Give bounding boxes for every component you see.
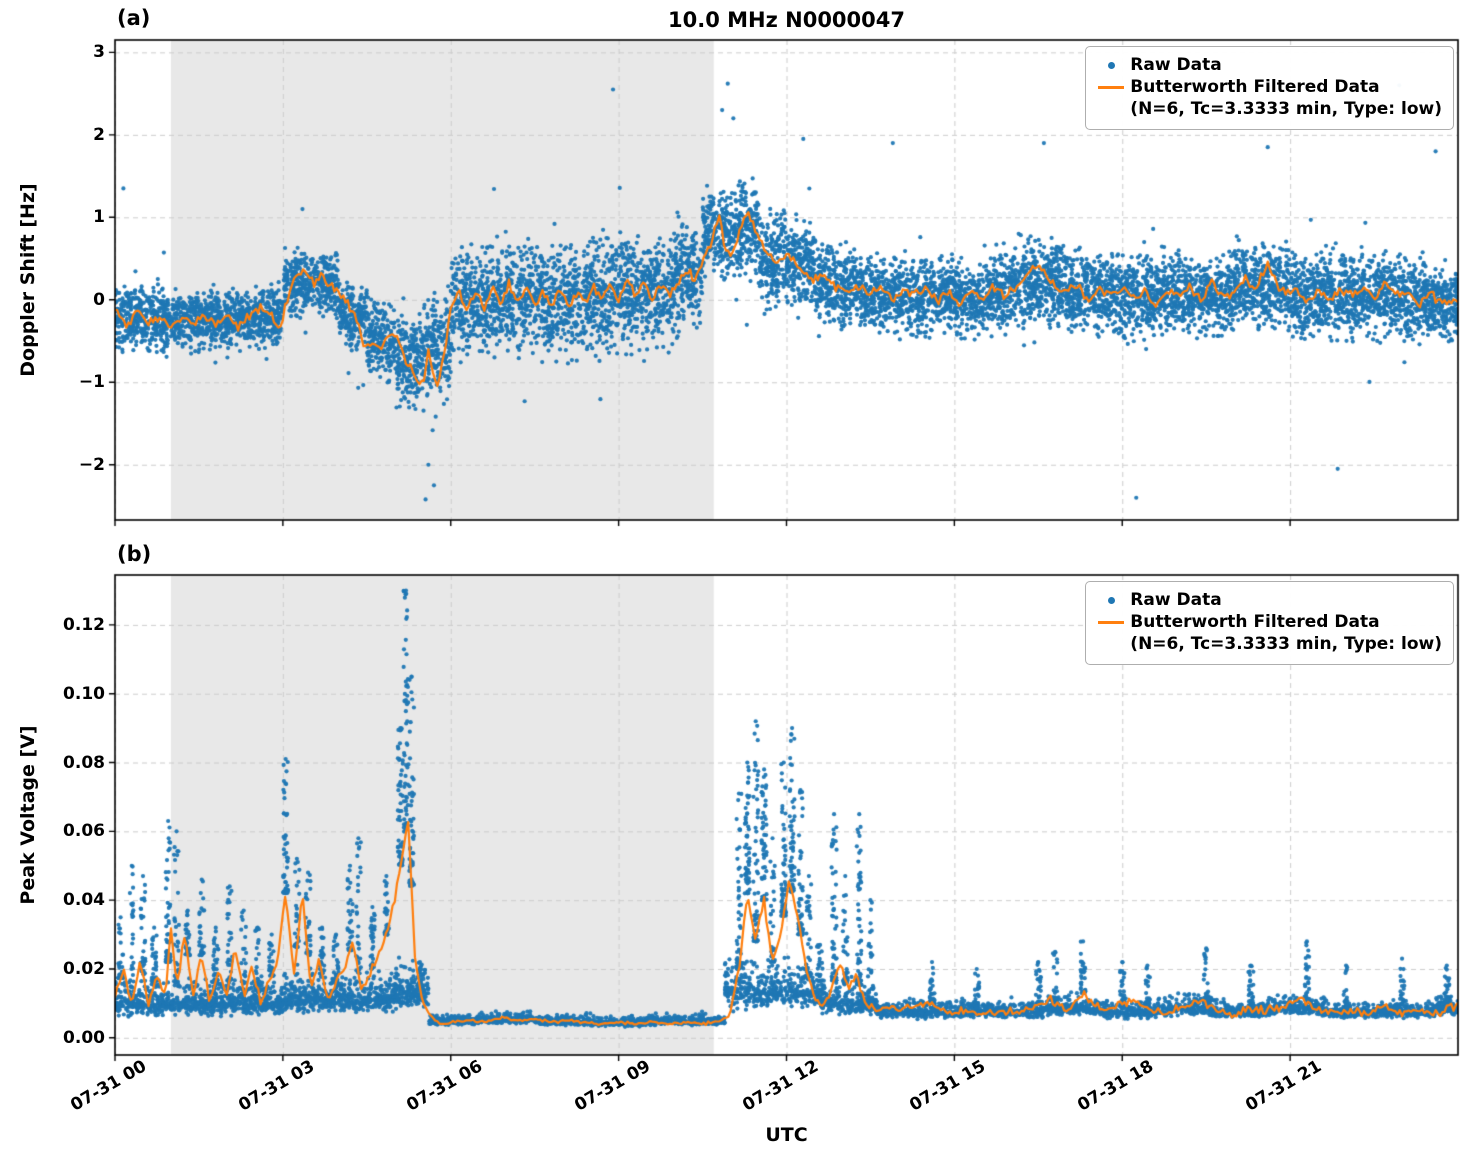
y-tick-label: 0.08 bbox=[63, 752, 105, 773]
panel-b-letter: (b) bbox=[117, 542, 152, 566]
legend-raw-label: Raw Data bbox=[1130, 590, 1222, 610]
y-tick-label: 0.00 bbox=[63, 1027, 105, 1048]
raw-data-marker-icon bbox=[1107, 597, 1115, 604]
legend-filtered-data-row: Butterworth Filtered Data (N=6, Tc=3.333… bbox=[1092, 76, 1442, 120]
x-axis-label: UTC bbox=[765, 1124, 808, 1146]
y-tick-label: 0.06 bbox=[63, 821, 105, 842]
y-tick-label: 0.12 bbox=[63, 614, 105, 635]
y-tick-label: 0 bbox=[93, 289, 105, 310]
y-tick-label: −2 bbox=[78, 454, 105, 475]
legend-filtered-data-row: Butterworth Filtered Data (N=6, Tc=3.333… bbox=[1092, 611, 1442, 655]
chart-title: 10.0 MHz N0000047 bbox=[668, 8, 905, 32]
legend-filtered-label-line1: Butterworth Filtered Data bbox=[1130, 612, 1380, 633]
panel-a-y-axis-label: Doppler Shift [Hz] bbox=[17, 183, 39, 377]
legend-filtered-label-line2: (N=6, Tc=3.3333 min, Type: low) bbox=[1130, 634, 1442, 655]
legend-filtered-label-line1: Butterworth Filtered Data bbox=[1130, 77, 1380, 98]
raw-data-marker-icon bbox=[1107, 62, 1115, 69]
legend-raw-data-row: Raw Data bbox=[1092, 589, 1442, 611]
y-tick-label: 2 bbox=[93, 124, 105, 145]
panel-a-letter: (a) bbox=[117, 6, 151, 30]
y-tick-label: 0.10 bbox=[63, 683, 105, 704]
legend-raw-label: Raw Data bbox=[1130, 55, 1222, 75]
legend-panel-b: Raw Data Butterworth Filtered Data (N=6,… bbox=[1085, 581, 1454, 666]
legend-filtered-label-line2: (N=6, Tc=3.3333 min, Type: low) bbox=[1130, 99, 1442, 120]
y-tick-label: −1 bbox=[78, 372, 105, 393]
y-tick-label: 0.02 bbox=[63, 958, 105, 979]
legend-panel-a: Raw Data Butterworth Filtered Data (N=6,… bbox=[1085, 46, 1454, 131]
y-tick-label: 1 bbox=[93, 207, 105, 228]
legend-raw-data-row: Raw Data bbox=[1092, 54, 1442, 76]
y-tick-label: 0.04 bbox=[63, 890, 105, 911]
filtered-line-marker-icon bbox=[1098, 621, 1125, 625]
panel-b-y-axis-label: Peak Voltage [V] bbox=[17, 725, 39, 905]
filtered-line-marker-icon bbox=[1098, 86, 1125, 90]
y-tick-label: 3 bbox=[93, 42, 105, 63]
